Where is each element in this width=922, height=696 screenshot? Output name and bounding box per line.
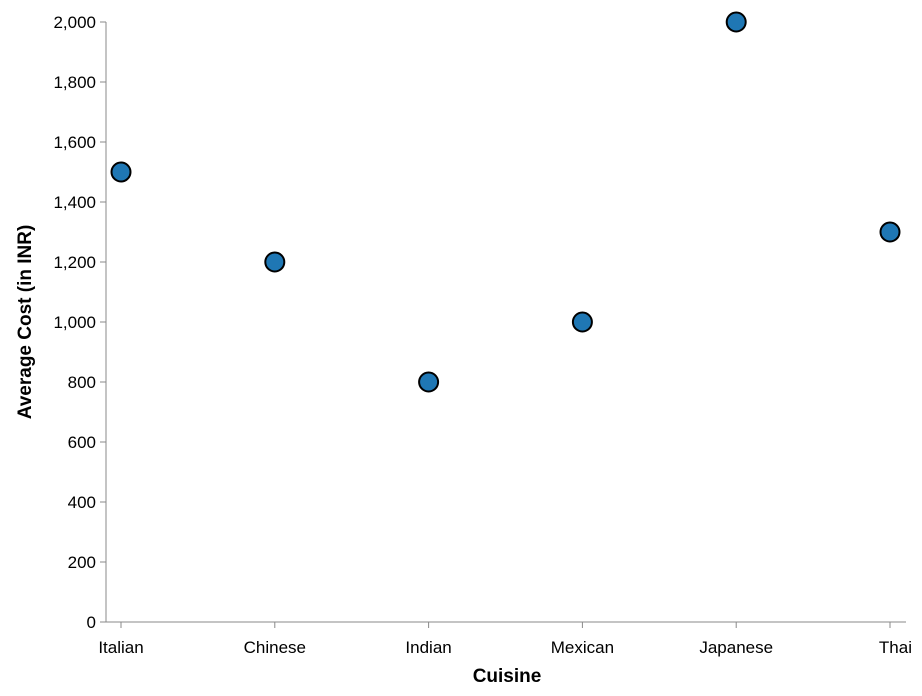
- y-tick-label: 1,600: [53, 133, 96, 152]
- y-tick-label: 1,200: [53, 253, 96, 272]
- data-point: [264, 251, 286, 273]
- y-tick-label: 800: [68, 373, 96, 392]
- x-tick-label: Mexican: [551, 638, 614, 657]
- data-point: [879, 221, 901, 243]
- y-tick-label: 0: [87, 613, 96, 632]
- y-tick-label: 1,000: [53, 313, 96, 332]
- x-axis: Italian Chinese Indian Mexican Japanese Thai: [98, 621, 912, 657]
- y-tick-label: 600: [68, 433, 96, 452]
- x-tick-label: Japanese: [699, 638, 773, 657]
- x-tick-label: Thai: [879, 638, 912, 657]
- x-tick-label: Indian: [405, 638, 451, 657]
- y-tick-label: 200: [68, 553, 96, 572]
- data-point: [418, 371, 440, 393]
- data-point: [725, 11, 747, 33]
- x-tick-label: Chinese: [244, 638, 306, 657]
- x-tick-label: Italian: [98, 638, 143, 657]
- y-axis: 0 200 400 600 800 1,000 1,200 1,400 1,600 1,800 2,…: [53, 13, 107, 632]
- y-tick-label: 2,000: [53, 13, 96, 32]
- data-point: [571, 311, 593, 333]
- y-tick-label: 400: [68, 493, 96, 512]
- data-point: [110, 161, 132, 183]
- x-axis-title: Cuisine: [473, 666, 542, 687]
- y-tick-label: 1,800: [53, 73, 96, 92]
- y-axis-title: Average Cost (in INR): [15, 225, 36, 420]
- data-points: [110, 11, 901, 393]
- y-tick-label: 1,400: [53, 193, 96, 212]
